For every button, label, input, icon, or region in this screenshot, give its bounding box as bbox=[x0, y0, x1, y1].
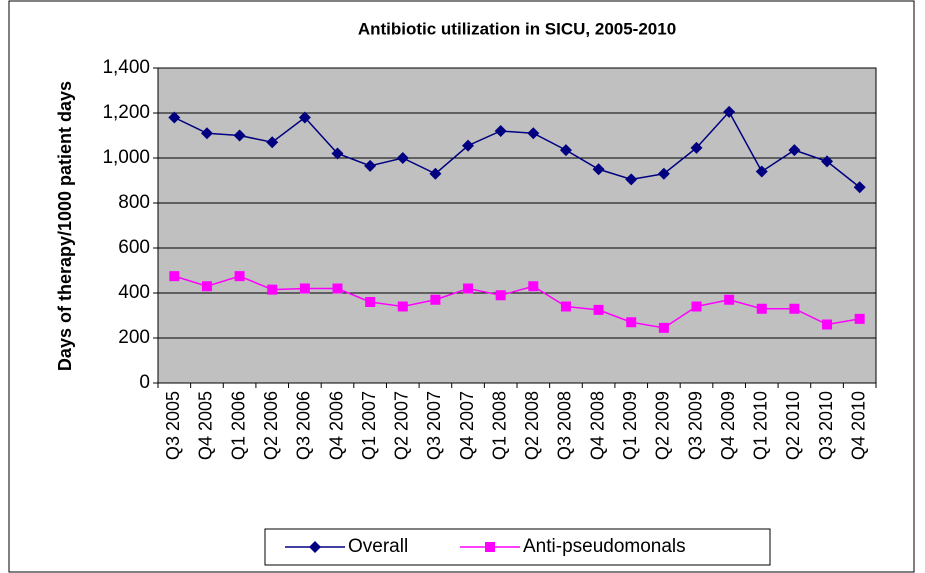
plot-area bbox=[158, 68, 876, 383]
x-tick-label: Q1 2007 bbox=[359, 391, 379, 460]
x-tick-label: Q3 2006 bbox=[294, 391, 314, 460]
x-tick-label: Q4 2006 bbox=[326, 391, 346, 460]
x-tick-label: Q2 2008 bbox=[522, 391, 542, 460]
x-tick-label: Q3 2008 bbox=[555, 391, 575, 460]
y-tick-label: 1,000 bbox=[102, 147, 150, 168]
y-tick-label: 600 bbox=[118, 237, 150, 258]
x-tick-label: Q4 2010 bbox=[848, 391, 868, 460]
marker bbox=[560, 301, 571, 312]
series-line bbox=[174, 275, 860, 329]
marker bbox=[625, 173, 638, 186]
y-tick-label: 200 bbox=[118, 327, 150, 348]
marker bbox=[364, 159, 377, 172]
marker bbox=[234, 271, 245, 282]
marker bbox=[691, 301, 702, 312]
y-tick-label: 0 bbox=[139, 372, 150, 393]
marker bbox=[331, 147, 344, 160]
x-tick-label: Q2 2007 bbox=[392, 391, 412, 460]
y-tick-label: 400 bbox=[118, 282, 150, 303]
y-tick-label: 1,200 bbox=[102, 102, 150, 123]
x-tick-label: Q1 2008 bbox=[489, 391, 509, 460]
marker bbox=[593, 304, 604, 315]
x-tick-label: Q1 2009 bbox=[620, 391, 640, 460]
marker bbox=[495, 290, 506, 301]
x-tick-label: Q4 2009 bbox=[718, 391, 738, 460]
marker bbox=[494, 125, 507, 137]
y-tick-label: 1,400 bbox=[102, 57, 150, 78]
marker bbox=[430, 294, 441, 305]
marker bbox=[462, 139, 475, 152]
x-tick-label: Q3 2010 bbox=[816, 391, 836, 460]
x-tick-label: Q1 2010 bbox=[751, 391, 771, 460]
marker bbox=[201, 281, 212, 292]
series-line bbox=[173, 110, 861, 188]
x-tick-label: Q2 2006 bbox=[261, 391, 281, 460]
marker bbox=[822, 319, 833, 330]
marker bbox=[821, 155, 834, 168]
y-tick-label: 800 bbox=[118, 192, 150, 213]
chart-title: Antibiotic utilization in SICU, 2005-201… bbox=[358, 19, 676, 38]
x-tick-label: Q4 2007 bbox=[457, 391, 477, 460]
marker bbox=[527, 127, 540, 140]
marker bbox=[397, 301, 408, 312]
marker bbox=[723, 105, 736, 118]
marker bbox=[559, 144, 572, 157]
marker bbox=[528, 281, 539, 292]
marker bbox=[332, 283, 343, 294]
marker bbox=[299, 283, 310, 294]
marker bbox=[396, 152, 409, 164]
marker bbox=[657, 167, 670, 180]
marker bbox=[755, 165, 768, 178]
marker bbox=[788, 144, 801, 157]
marker bbox=[756, 303, 767, 314]
marker bbox=[690, 141, 703, 154]
x-tick-label: Q1 2006 bbox=[228, 391, 248, 460]
marker bbox=[298, 111, 311, 124]
y-axis-title: Days of therapy/1000 patient days bbox=[55, 81, 75, 371]
x-tick-label: Q4 2005 bbox=[196, 391, 216, 460]
x-tick-label: Q3 2007 bbox=[424, 391, 444, 460]
marker bbox=[429, 167, 442, 180]
legend-label: Anti-pseudomonals bbox=[523, 536, 686, 557]
legend-marker bbox=[309, 541, 321, 553]
marker bbox=[853, 181, 866, 194]
marker bbox=[854, 313, 865, 324]
marker bbox=[724, 294, 735, 305]
marker bbox=[658, 322, 669, 333]
marker bbox=[200, 127, 213, 140]
x-tick-label: Q3 2009 bbox=[685, 391, 705, 460]
legend-marker bbox=[485, 542, 495, 552]
marker bbox=[169, 271, 180, 282]
marker bbox=[789, 303, 800, 314]
marker bbox=[266, 136, 279, 149]
legend-label: Overall bbox=[348, 536, 408, 557]
marker bbox=[626, 317, 637, 328]
marker bbox=[233, 129, 246, 142]
x-tick-label: Q4 2008 bbox=[587, 391, 607, 460]
marker bbox=[365, 297, 376, 307]
marker bbox=[267, 284, 278, 295]
marker bbox=[168, 111, 181, 124]
x-tick-label: Q2 2009 bbox=[653, 391, 673, 460]
x-tick-label: Q3 2005 bbox=[163, 391, 183, 460]
marker bbox=[463, 283, 474, 294]
x-tick-label: Q2 2010 bbox=[783, 391, 803, 460]
marker bbox=[592, 163, 605, 176]
